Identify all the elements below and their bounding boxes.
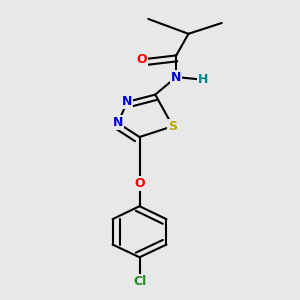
Text: O: O <box>134 177 145 190</box>
Text: Cl: Cl <box>133 275 146 288</box>
Text: O: O <box>136 53 147 66</box>
Text: N: N <box>112 116 123 130</box>
Text: S: S <box>168 120 177 133</box>
Text: N: N <box>122 95 133 108</box>
Text: H: H <box>198 73 209 86</box>
Text: N: N <box>171 70 181 83</box>
